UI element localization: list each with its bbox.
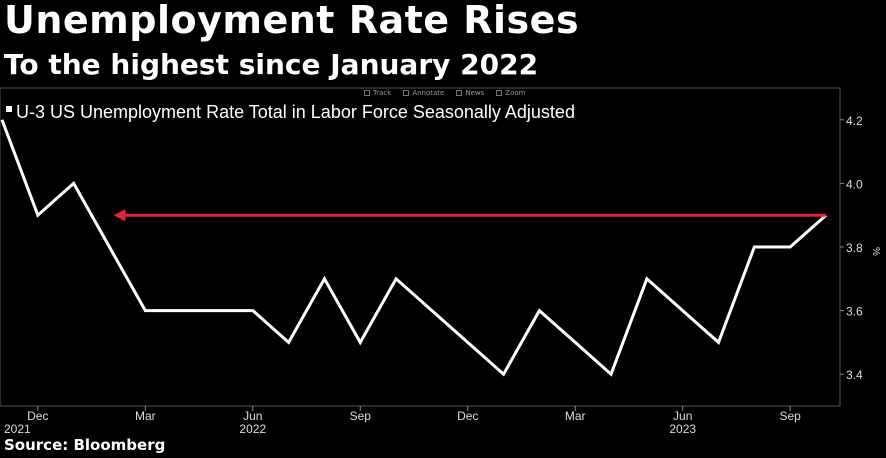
news-tool[interactable]: News xyxy=(456,89,484,97)
x-tick-label: Jun xyxy=(243,409,262,423)
legend-label: U-3 US Unemployment Rate Total in Labor … xyxy=(16,102,575,122)
plot-frame xyxy=(0,87,841,407)
zoom-tool[interactable]: Zoom xyxy=(496,89,525,97)
annotate-label: Annotate xyxy=(412,89,445,97)
y-tick-label: 3.8 xyxy=(846,241,863,255)
legend-swatch xyxy=(6,106,12,112)
annotate-tool[interactable]: Annotate xyxy=(403,89,444,97)
track-tool[interactable]: Track xyxy=(364,89,391,97)
y-tick-label: 3.6 xyxy=(846,305,863,319)
news-label: News xyxy=(465,89,485,97)
x-tick-label: Mar xyxy=(565,409,586,423)
track-icon xyxy=(364,90,370,96)
x-tick-label: Dec xyxy=(27,409,48,423)
y-tick-label: 3.4 xyxy=(846,368,863,382)
plot-area xyxy=(0,87,841,407)
x-tick-label: Sep xyxy=(779,409,801,423)
y-axis-unit-label: % xyxy=(870,247,881,256)
annotation-layer xyxy=(113,209,826,222)
series-line xyxy=(0,119,827,377)
chart-toolbar: Track Annotate News Zoom xyxy=(364,89,525,97)
source-note: Source: Bloomberg xyxy=(4,436,166,454)
x-year-label: 2021 xyxy=(4,422,31,434)
chart-title: Unemployment Rate Rises xyxy=(4,0,580,42)
x-year-label: 2022 xyxy=(239,422,266,434)
y-tick-label: 4.0 xyxy=(846,177,863,191)
x-year-label: 2023 xyxy=(669,422,696,434)
x-tick-label: Sep xyxy=(350,409,372,423)
series-layer xyxy=(0,119,827,377)
news-icon xyxy=(456,90,463,96)
zoom-icon xyxy=(496,90,503,96)
track-label: Track xyxy=(373,89,392,97)
chart-subtitle: To the highest since January 2022 xyxy=(4,48,539,81)
y-axis: 3.4 3.6 3.8 4.0 4.2% xyxy=(840,114,881,382)
x-tick-label: Dec xyxy=(457,409,478,423)
legend: U-3 US Unemployment Rate Total in Labor … xyxy=(6,102,575,122)
y-tick-label: 4.2 xyxy=(846,114,863,128)
arrow-head xyxy=(113,209,126,222)
x-tick-label: Jun xyxy=(673,409,692,423)
zoom-label: Zoom xyxy=(505,89,526,97)
x-tick-label: Mar xyxy=(135,409,156,423)
annotate-icon xyxy=(403,90,410,96)
